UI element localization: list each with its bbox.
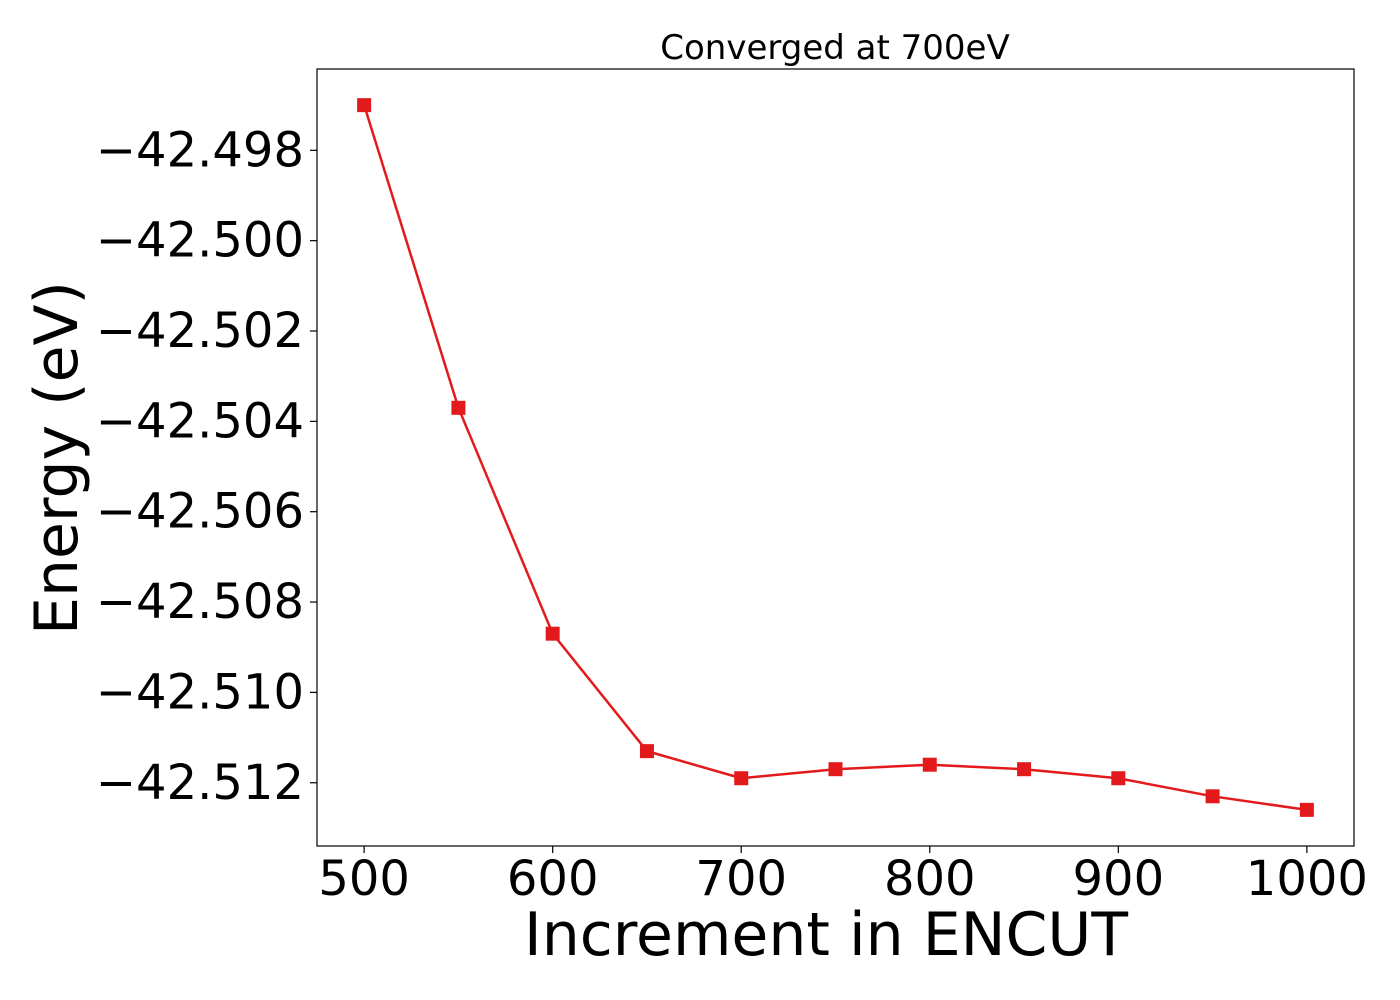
y-tick-label: −42.506 — [96, 484, 304, 540]
x-tick-label: 900 — [1073, 851, 1165, 907]
x-tick-label: 700 — [695, 851, 787, 907]
y-tick-label: −42.500 — [96, 213, 304, 269]
x-axis-label: Increment in ENCUT — [524, 900, 1128, 970]
data-point-marker — [1205, 789, 1220, 804]
y-tick-label: −42.498 — [96, 122, 304, 178]
data-point-marker — [357, 98, 372, 113]
plot-frame — [316, 68, 1355, 847]
y-axis-label: Energy (eV) — [22, 281, 92, 635]
y-tick-label: −42.504 — [96, 393, 304, 449]
data-point-marker — [451, 400, 466, 415]
x-tick-label: 800 — [884, 851, 976, 907]
data-point-marker — [922, 757, 937, 772]
x-tick-label: 1000 — [1246, 851, 1368, 907]
x-tick-label: 600 — [507, 851, 599, 907]
data-point-marker — [1111, 771, 1126, 786]
series-layer — [357, 98, 1314, 817]
data-point-marker — [639, 744, 654, 759]
y-tick-label: −42.508 — [96, 574, 304, 630]
x-tick-label: 500 — [318, 851, 410, 907]
data-point-marker — [545, 626, 560, 641]
data-point-marker — [1299, 802, 1314, 817]
chart-title: Converged at 700eV — [660, 28, 1009, 68]
y-tick-label: −42.512 — [96, 755, 304, 811]
x-axis-ticks: 500 600 700 800 900 1000 — [318, 846, 1368, 907]
data-point-marker — [1017, 762, 1032, 777]
y-tick-label: −42.510 — [96, 664, 304, 720]
data-point-marker — [734, 771, 749, 786]
y-axis-ticks: −42.498 −42.500 −42.502 −42.504 −42.506 −42.5… — [96, 122, 317, 811]
y-tick-label: −42.502 — [96, 303, 304, 359]
data-point-marker — [828, 762, 843, 777]
